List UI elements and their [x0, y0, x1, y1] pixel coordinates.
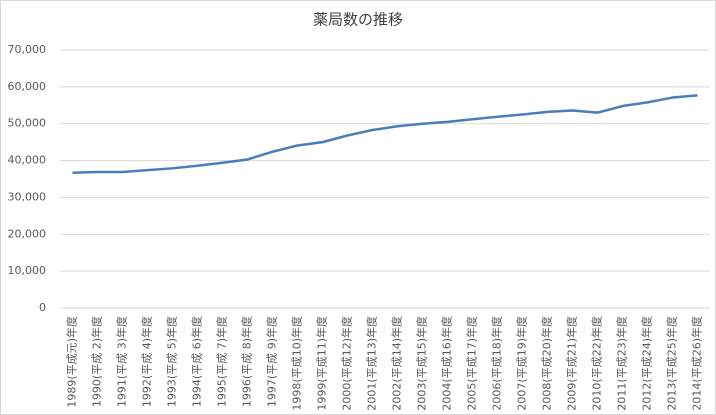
chart-title: 薬局数の推移: [313, 11, 403, 29]
x-tick-label: 2001(平成13)年度: [365, 316, 379, 411]
y-tick-label: 40,000: [8, 154, 47, 167]
x-tick-label: 2011(平成23)年度: [615, 316, 629, 411]
x-tick-label: 2008(平成20)年度: [540, 316, 554, 411]
y-tick-label: 0: [39, 301, 46, 314]
x-tick-label: 1996(平成 8)年度: [240, 316, 254, 407]
x-tick-label: 2000(平成12)年度: [340, 316, 354, 411]
y-tick-label: 10,000: [8, 264, 47, 277]
x-tick-label: 2002(平成14)年度: [390, 316, 404, 411]
x-tick-label: 1993(平成 5)年度: [165, 316, 179, 407]
x-tick-label: 1991(平成 3)年度: [115, 316, 129, 407]
x-tick-label: 1999(平成11)年度: [315, 316, 329, 411]
x-tick-label: 1995(平成 7)年度: [215, 316, 229, 407]
x-tick-label: 1997(平成 9)年度: [265, 316, 279, 407]
x-tick-label: 2010(平成22)年度: [590, 316, 604, 411]
x-tick-label: 2005(平成17)年度: [465, 316, 479, 411]
x-tick-label: 2014(平成26)年度: [690, 316, 704, 411]
x-tick-label: 1992(平成 4)年度: [140, 316, 154, 407]
x-tick-label: 2004(平成16)年度: [440, 316, 454, 411]
x-tick-label: 1990(平成 2)年度: [90, 316, 104, 407]
x-tick-label: 2007(平成19)年度: [515, 316, 529, 411]
line-series: [72, 94, 698, 174]
y-tick-label: 60,000: [8, 80, 47, 93]
x-tick-label: 2013(平成25)年度: [665, 316, 679, 411]
x-tick-label: 1989(平成元)年度: [65, 316, 79, 408]
x-tick-label: 1994(平成 6)年度: [190, 316, 204, 407]
x-tick-label: 2012(平成24)年度: [640, 316, 654, 411]
y-tick-label: 50,000: [8, 117, 47, 130]
y-tick-label: 20,000: [8, 227, 47, 240]
x-tick-label: 1998(平成10)年度: [290, 316, 304, 411]
x-tick-label: 2003(平成15)年度: [415, 316, 429, 411]
y-tick-label: 30,000: [8, 190, 47, 203]
x-tick-label: 2009(平成21)年度: [565, 316, 579, 411]
x-tick-label: 2006(平成18)年度: [490, 316, 504, 411]
y-tick-label: 70,000: [8, 43, 47, 56]
